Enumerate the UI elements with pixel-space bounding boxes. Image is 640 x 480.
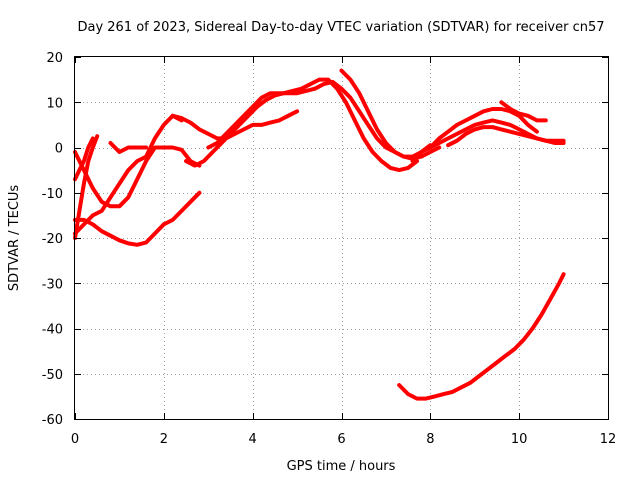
x-tick-label: 12	[600, 432, 617, 447]
series-line-arc-11	[206, 79, 433, 159]
series-line-arc-8	[108, 141, 149, 154]
series-line-arc-17	[397, 272, 566, 401]
x-tick-label: 0	[71, 432, 79, 447]
x-tick-label: 10	[511, 432, 528, 447]
y-tick-label: -30	[42, 277, 63, 292]
x-tick-labels: 0 2 4 6 8 10 12	[71, 432, 616, 447]
series-line-arc-9	[170, 109, 300, 141]
series-line-arc-12	[339, 68, 442, 161]
y-tick-label: -50	[42, 368, 63, 383]
x-tick-label: 4	[249, 432, 257, 447]
plot-frame	[74, 56, 609, 420]
series-line-arc-6	[73, 154, 149, 236]
y-tick-label: 0	[55, 142, 63, 157]
x-tick-label: 2	[160, 432, 168, 447]
series-line-arc-16	[499, 100, 548, 123]
x-tick-label: 8	[426, 432, 434, 447]
x-tick-label: 6	[337, 432, 345, 447]
y-axis-label: SDTVAR / TECUs	[7, 185, 22, 292]
ticks	[75, 57, 609, 420]
y-tick-label: -60	[42, 413, 63, 428]
series-line-arc-2	[73, 136, 95, 182]
y-tick-label: 10	[46, 96, 63, 111]
x-axis-label: GPS time / hours	[287, 459, 396, 474]
y-tick-labels: 20 10 0 -10 -20 -30 -40 -50 -60	[42, 51, 63, 428]
chart-title: Day 261 of 2023, Sidereal Day-to-day VTE…	[77, 20, 604, 35]
y-tick-label: -20	[42, 232, 63, 247]
series-line-arc-3	[73, 217, 166, 247]
y-tick-label: -40	[42, 323, 63, 338]
series-line-arc-4	[161, 190, 202, 227]
grid	[75, 57, 608, 419]
y-tick-label: 20	[46, 51, 63, 66]
series-line-arc-15	[446, 125, 566, 148]
series-line-arc-5	[73, 145, 202, 209]
series-group	[73, 68, 566, 401]
y-tick-label: -10	[42, 187, 63, 202]
series-line-arc-10	[184, 77, 419, 173]
